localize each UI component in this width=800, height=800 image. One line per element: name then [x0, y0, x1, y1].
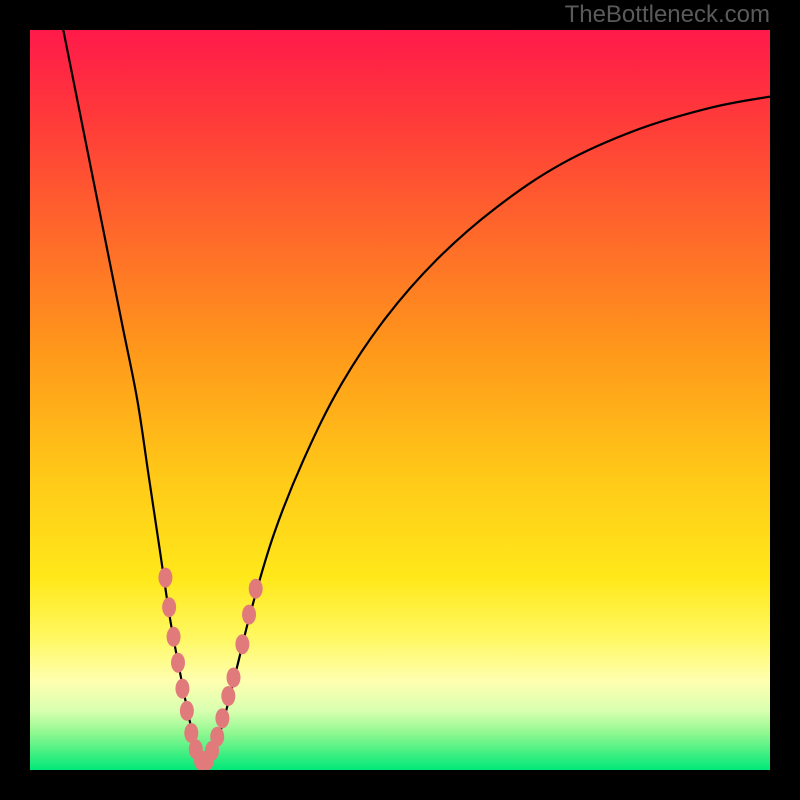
data-marker: [215, 708, 229, 728]
watermark-text: TheBottleneck.com: [565, 1, 770, 28]
chart-root: TheBottleneck.com: [0, 0, 800, 800]
data-marker: [162, 597, 176, 617]
data-marker: [158, 568, 172, 588]
data-marker: [227, 668, 241, 688]
data-marker: [221, 686, 235, 706]
data-marker: [235, 634, 249, 654]
data-marker: [171, 653, 185, 673]
data-marker: [249, 579, 263, 599]
plot-area: [30, 30, 770, 770]
data-marker: [167, 627, 181, 647]
data-marker: [242, 605, 256, 625]
data-marker: [175, 679, 189, 699]
data-marker: [210, 727, 224, 747]
chart-svg: TheBottleneck.com: [0, 0, 800, 800]
data-marker: [180, 701, 194, 721]
